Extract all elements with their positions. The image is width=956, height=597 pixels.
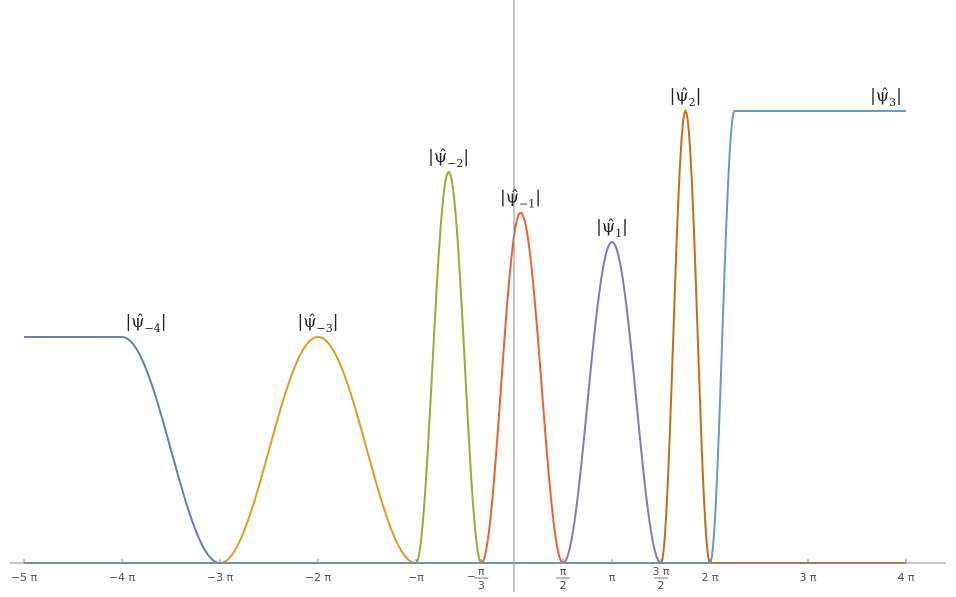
x-tick-label-7: π bbox=[609, 571, 616, 584]
series-line-5 bbox=[24, 108, 906, 564]
series-label-2: |ψ̂−2| bbox=[428, 147, 469, 170]
x-tick-fraction-6: π2 bbox=[556, 565, 570, 592]
x-tick-label-0: −5 π bbox=[11, 571, 38, 584]
series-label-base-5: |ψ̂ bbox=[670, 86, 689, 106]
x-tick-fraction-5: − π3 bbox=[467, 565, 489, 592]
series-label-6: |ψ̂3| bbox=[870, 86, 902, 109]
series-label-bar-6: | bbox=[896, 86, 902, 106]
series-label-bar-5: | bbox=[696, 86, 702, 106]
x-tick-numerator-6: π bbox=[560, 565, 567, 578]
x-tick-label-4: −π bbox=[408, 571, 424, 584]
series-label-sub-6: 3 bbox=[889, 96, 896, 109]
series-layer bbox=[24, 108, 906, 564]
x-tick-fraction-8: 3 π2 bbox=[652, 565, 669, 592]
series-line-6 bbox=[24, 110, 906, 564]
series-line-3 bbox=[24, 211, 906, 564]
x-tick-numerator-5: π bbox=[478, 565, 485, 578]
series-label-base-2: |ψ̂ bbox=[428, 147, 447, 167]
series-label-0: |ψ̂−4| bbox=[125, 312, 166, 335]
series-label-sub-1: −3 bbox=[317, 322, 333, 335]
x-tick-denominator-6: 2 bbox=[560, 579, 567, 592]
series-label-bar-2: | bbox=[463, 147, 469, 167]
series-label-4: |ψ̂1| bbox=[596, 217, 628, 240]
series-label-bar-4: | bbox=[622, 217, 628, 237]
x-tick-denominator-8: 2 bbox=[658, 579, 665, 592]
series-label-sub-2: −2 bbox=[447, 157, 463, 170]
series-label-base-3: |ψ̂ bbox=[500, 188, 519, 208]
series-label-bar-3: | bbox=[535, 188, 541, 208]
x-tick-denominator-5: 3 bbox=[478, 579, 485, 592]
series-label-base-1: |ψ̂ bbox=[297, 312, 316, 332]
series-label-1: |ψ̂−3| bbox=[297, 312, 338, 335]
series-label-base-6: |ψ̂ bbox=[870, 86, 889, 106]
series-label-3: |ψ̂−1| bbox=[500, 188, 541, 211]
axis-layer bbox=[10, 0, 946, 592]
series-label-base-4: |ψ̂ bbox=[596, 217, 615, 237]
series-label-sub-3: −1 bbox=[519, 198, 535, 211]
series-label-sub-0: −4 bbox=[145, 322, 161, 335]
series-label-base-0: |ψ̂ bbox=[125, 312, 144, 332]
x-tick-label-3: −2 π bbox=[305, 571, 332, 584]
series-line-2 bbox=[24, 170, 906, 564]
series-label-bar-1: | bbox=[333, 312, 339, 332]
series-label-sub-4: 1 bbox=[615, 227, 622, 240]
x-tick-label-1: −4 π bbox=[109, 571, 136, 584]
series-label-bar-0: | bbox=[161, 312, 167, 332]
series-label-sub-5: 2 bbox=[689, 96, 696, 109]
x-tick-label-10: 3 π bbox=[799, 571, 816, 584]
series-label-5: |ψ̂2| bbox=[670, 86, 702, 109]
x-tick-label-9: 2 π bbox=[701, 571, 718, 584]
series-labels: |ψ̂−4| |ψ̂−3||ψ̂−2||ψ̂−1||ψ̂1||ψ̂2| |ψ̂3| bbox=[125, 86, 901, 335]
x-tick-label-11: 4 π bbox=[897, 571, 914, 584]
x-tick-numerator-8: 3 π bbox=[652, 565, 669, 578]
x-tick-prefix-5: − bbox=[467, 570, 476, 583]
x-tick-label-2: −3 π bbox=[207, 571, 234, 584]
series-line-4 bbox=[24, 241, 906, 564]
